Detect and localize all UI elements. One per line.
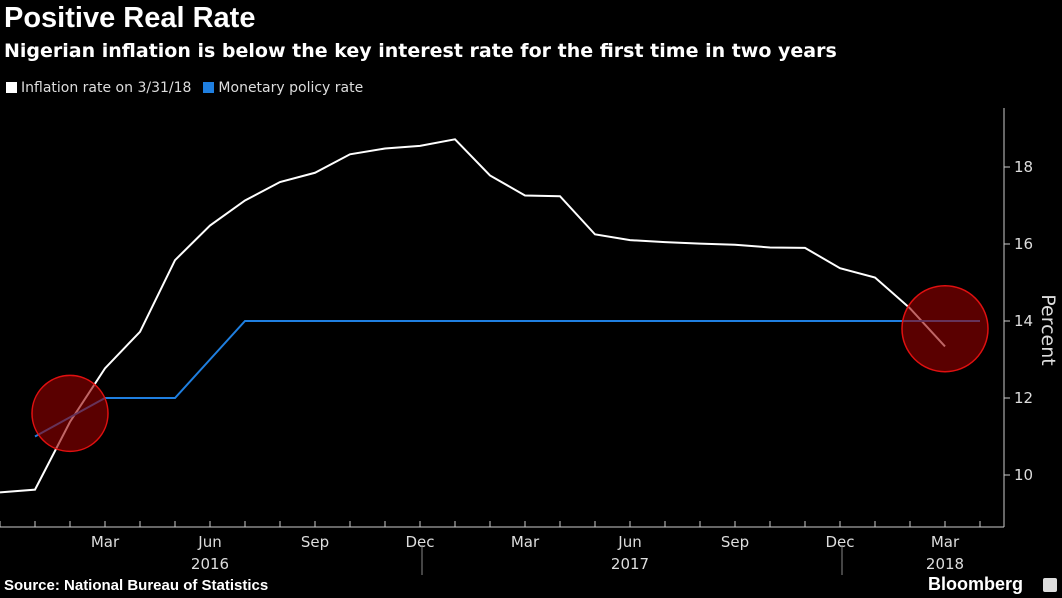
legend-item-inflation: Inflation rate on 3/31/18 — [6, 80, 191, 96]
series-line-0 — [0, 138, 946, 494]
y-tick-label: 10 — [1014, 466, 1033, 484]
highlight-circle — [31, 374, 109, 453]
x-tick-label: Mar — [91, 533, 120, 551]
legend-item-mpr: Monetary policy rate — [203, 80, 363, 96]
x-tick-label: Sep — [721, 533, 749, 551]
y-tick-label: 16 — [1014, 235, 1033, 253]
legend-swatch-white — [6, 82, 17, 93]
x-tick-label: Sep — [301, 533, 329, 551]
year-label: 2016 — [191, 555, 229, 573]
y-tick-label: 14 — [1014, 312, 1033, 330]
brand-logo: Bloomberg — [928, 574, 1024, 594]
x-tick-label: Mar — [511, 533, 540, 551]
y-tick-label: 18 — [1014, 158, 1033, 176]
x-tick-label: Jun — [197, 533, 221, 551]
x-tick-label: Jun — [617, 533, 641, 551]
year-label: 2018 — [926, 555, 964, 573]
chart-title: Positive Real Rate — [4, 2, 256, 34]
legend-swatch-blue — [203, 82, 215, 93]
year-label: 2017 — [611, 555, 649, 573]
bloomberg-chart-icon — [1043, 578, 1057, 592]
chart-subtitle: Nigerian inflation is below the key inte… — [4, 40, 837, 62]
x-tick-label: Dec — [405, 533, 434, 551]
x-tick-label: Mar — [931, 533, 960, 551]
y-axis-label: Percent — [1037, 294, 1059, 366]
series-line-1 — [34, 320, 980, 438]
source-note: Source: National Bureau of Statistics — [4, 577, 269, 594]
legend: Inflation rate on 3/31/18 Monetary polic… — [6, 80, 363, 96]
x-tick-label: Dec — [825, 533, 854, 551]
highlight-circle — [901, 284, 989, 373]
y-tick-label: 12 — [1014, 389, 1033, 407]
